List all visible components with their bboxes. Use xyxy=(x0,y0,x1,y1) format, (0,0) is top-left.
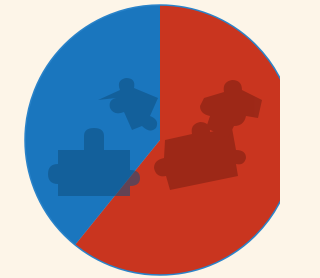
page xyxy=(0,0,280,278)
pie-puzzle-icon xyxy=(0,0,280,278)
